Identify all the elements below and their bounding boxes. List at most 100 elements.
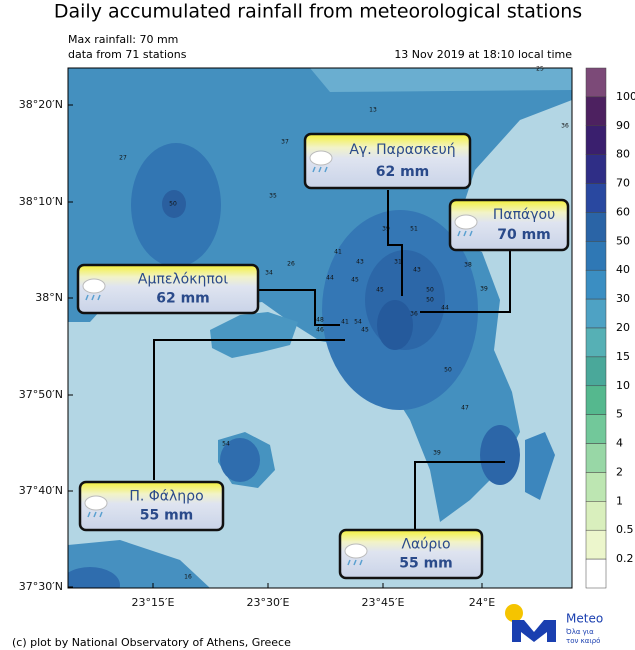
station-value: 50 xyxy=(169,201,177,208)
callout: Αμπελόκηποι 62 mm xyxy=(76,263,260,315)
station-value: 43 xyxy=(356,259,364,266)
callout: Π. Φάληρο 55 mm xyxy=(78,480,225,532)
callout-box xyxy=(78,480,225,532)
colorbar-box xyxy=(585,212,607,242)
callout-box xyxy=(448,198,570,252)
callout-rain: 62 mm xyxy=(376,164,430,180)
max-rainfall: Max rainfall: 70 mm xyxy=(68,33,178,46)
callout-rain: 70 mm xyxy=(497,227,551,243)
credit: (c) plot by National Observatory of Athe… xyxy=(12,636,291,649)
station-value: 39 xyxy=(433,450,441,457)
station-value: 26 xyxy=(287,261,295,268)
axes: 38°20′N 38°10′N 38°N 37°50′N 37°40′N 37°30′N 2… xyxy=(19,98,496,609)
station-value: 41 xyxy=(341,319,349,326)
rain-icon xyxy=(312,166,328,173)
colorbar-box xyxy=(585,298,607,329)
station-value: 44 xyxy=(441,305,449,312)
callout-name: Παπάγου xyxy=(493,207,555,223)
station-value: 41 xyxy=(334,249,342,256)
callout-rain: 55 mm xyxy=(140,508,194,524)
colorbar-label: 5 xyxy=(616,408,623,421)
timestamp: 13 Nov 2019 at 18:10 local time xyxy=(394,48,572,61)
colorbar-label: 30 xyxy=(616,292,630,305)
rain-icon xyxy=(347,559,363,566)
callout-name: Αμπελόκηποι xyxy=(138,271,228,287)
colorbar-box xyxy=(585,385,607,415)
callout-name: Λαύριο xyxy=(401,536,450,552)
station-value: 31 xyxy=(394,259,402,266)
colorbar-label: 0.5 xyxy=(616,523,634,536)
colorbar-label: 0.2 xyxy=(616,552,634,565)
colorbar-box xyxy=(585,501,607,531)
station-value: 50 xyxy=(426,297,434,304)
colorbar-label: 90 xyxy=(616,119,630,132)
callout-box xyxy=(76,263,260,315)
title: Daily accumulated rainfall from meteorol… xyxy=(54,1,582,23)
cloud-icon xyxy=(309,150,333,166)
colorbar-box xyxy=(585,356,607,387)
station-value: 39 xyxy=(480,286,488,293)
lat-label: 37°50′N xyxy=(19,388,63,401)
station-value: 35 xyxy=(269,193,277,200)
callout-name: Π. Φάληρο xyxy=(129,488,203,504)
lat-label: 38°20′N xyxy=(19,98,63,111)
rain-icon xyxy=(457,230,473,237)
rain-icon xyxy=(85,294,101,301)
shading xyxy=(162,190,186,218)
colorbar-box xyxy=(585,154,607,184)
colorbar-box xyxy=(585,183,607,213)
callout-rain: 62 mm xyxy=(156,291,210,307)
lon-label: 23°30′E xyxy=(247,596,290,609)
lon-label: 23°45′E xyxy=(362,596,405,609)
colorbar-label: 100 xyxy=(616,90,635,103)
colorbar-label: 1 xyxy=(616,494,623,507)
callout-name: Αγ. Παρασκευή xyxy=(349,142,455,158)
station-value: 45 xyxy=(376,287,384,294)
colorbar: 100 90 80 70 60 50 40 30 20 15 10 5 4 2 1 0.5 0.2 xyxy=(585,67,635,589)
station-value: 45 xyxy=(351,277,359,284)
station-value: 13 xyxy=(369,107,377,114)
colorbar-box xyxy=(585,558,607,589)
colorbar-label: 80 xyxy=(616,148,630,161)
rain-icon xyxy=(87,511,103,518)
lat-label: 37°30′N xyxy=(19,580,63,593)
shading xyxy=(480,425,520,485)
colorbar-box xyxy=(585,327,607,358)
cloud-icon xyxy=(82,278,106,294)
island xyxy=(525,432,555,500)
station-value: 25 xyxy=(536,66,544,73)
colorbar-box xyxy=(585,241,607,271)
colorbar-box xyxy=(585,529,607,560)
callout: Παπάγου 70 mm xyxy=(448,198,570,252)
lon-label: 23°15′E xyxy=(132,596,175,609)
cloud-icon xyxy=(454,214,478,230)
island xyxy=(210,312,298,358)
colorbar-label: 60 xyxy=(616,205,630,218)
station-value: 36 xyxy=(410,311,418,318)
cloud-icon xyxy=(344,543,368,559)
shading xyxy=(310,68,572,92)
station-value: 54 xyxy=(354,319,362,326)
colorbar-label: 40 xyxy=(616,263,630,276)
colorbar-box xyxy=(585,472,607,502)
station-value: 38 xyxy=(464,262,472,269)
station-values: 25 13 36 27 37 35 50 39 51 41 43 44 26 34 31 43 38 39 50 50… xyxy=(119,66,569,581)
callout: Αγ. Παρασκευή 62 mm xyxy=(303,132,472,190)
shading xyxy=(377,300,413,350)
station-value: 47 xyxy=(461,405,469,412)
colorbar-box xyxy=(585,269,607,300)
colorbar-label: 20 xyxy=(616,321,630,334)
logo-tagline: Όλα για xyxy=(565,628,594,636)
station-count: data from 71 stations xyxy=(68,48,187,61)
colorbar-box xyxy=(585,443,607,473)
station-value: 27 xyxy=(119,155,127,162)
lon-label: 24°E xyxy=(469,596,495,609)
station-value: 48 xyxy=(316,317,324,324)
colorbar-box xyxy=(585,125,607,155)
station-value: 39 xyxy=(382,226,390,233)
colorbar-label: 2 xyxy=(616,465,623,478)
map-frame xyxy=(67,67,573,589)
lat-label: 37°40′N xyxy=(19,484,63,497)
callouts: Αγ. Παρασκευή 62 mm Παπάγου 70 mm Αμπελόκηπο… xyxy=(76,132,570,580)
